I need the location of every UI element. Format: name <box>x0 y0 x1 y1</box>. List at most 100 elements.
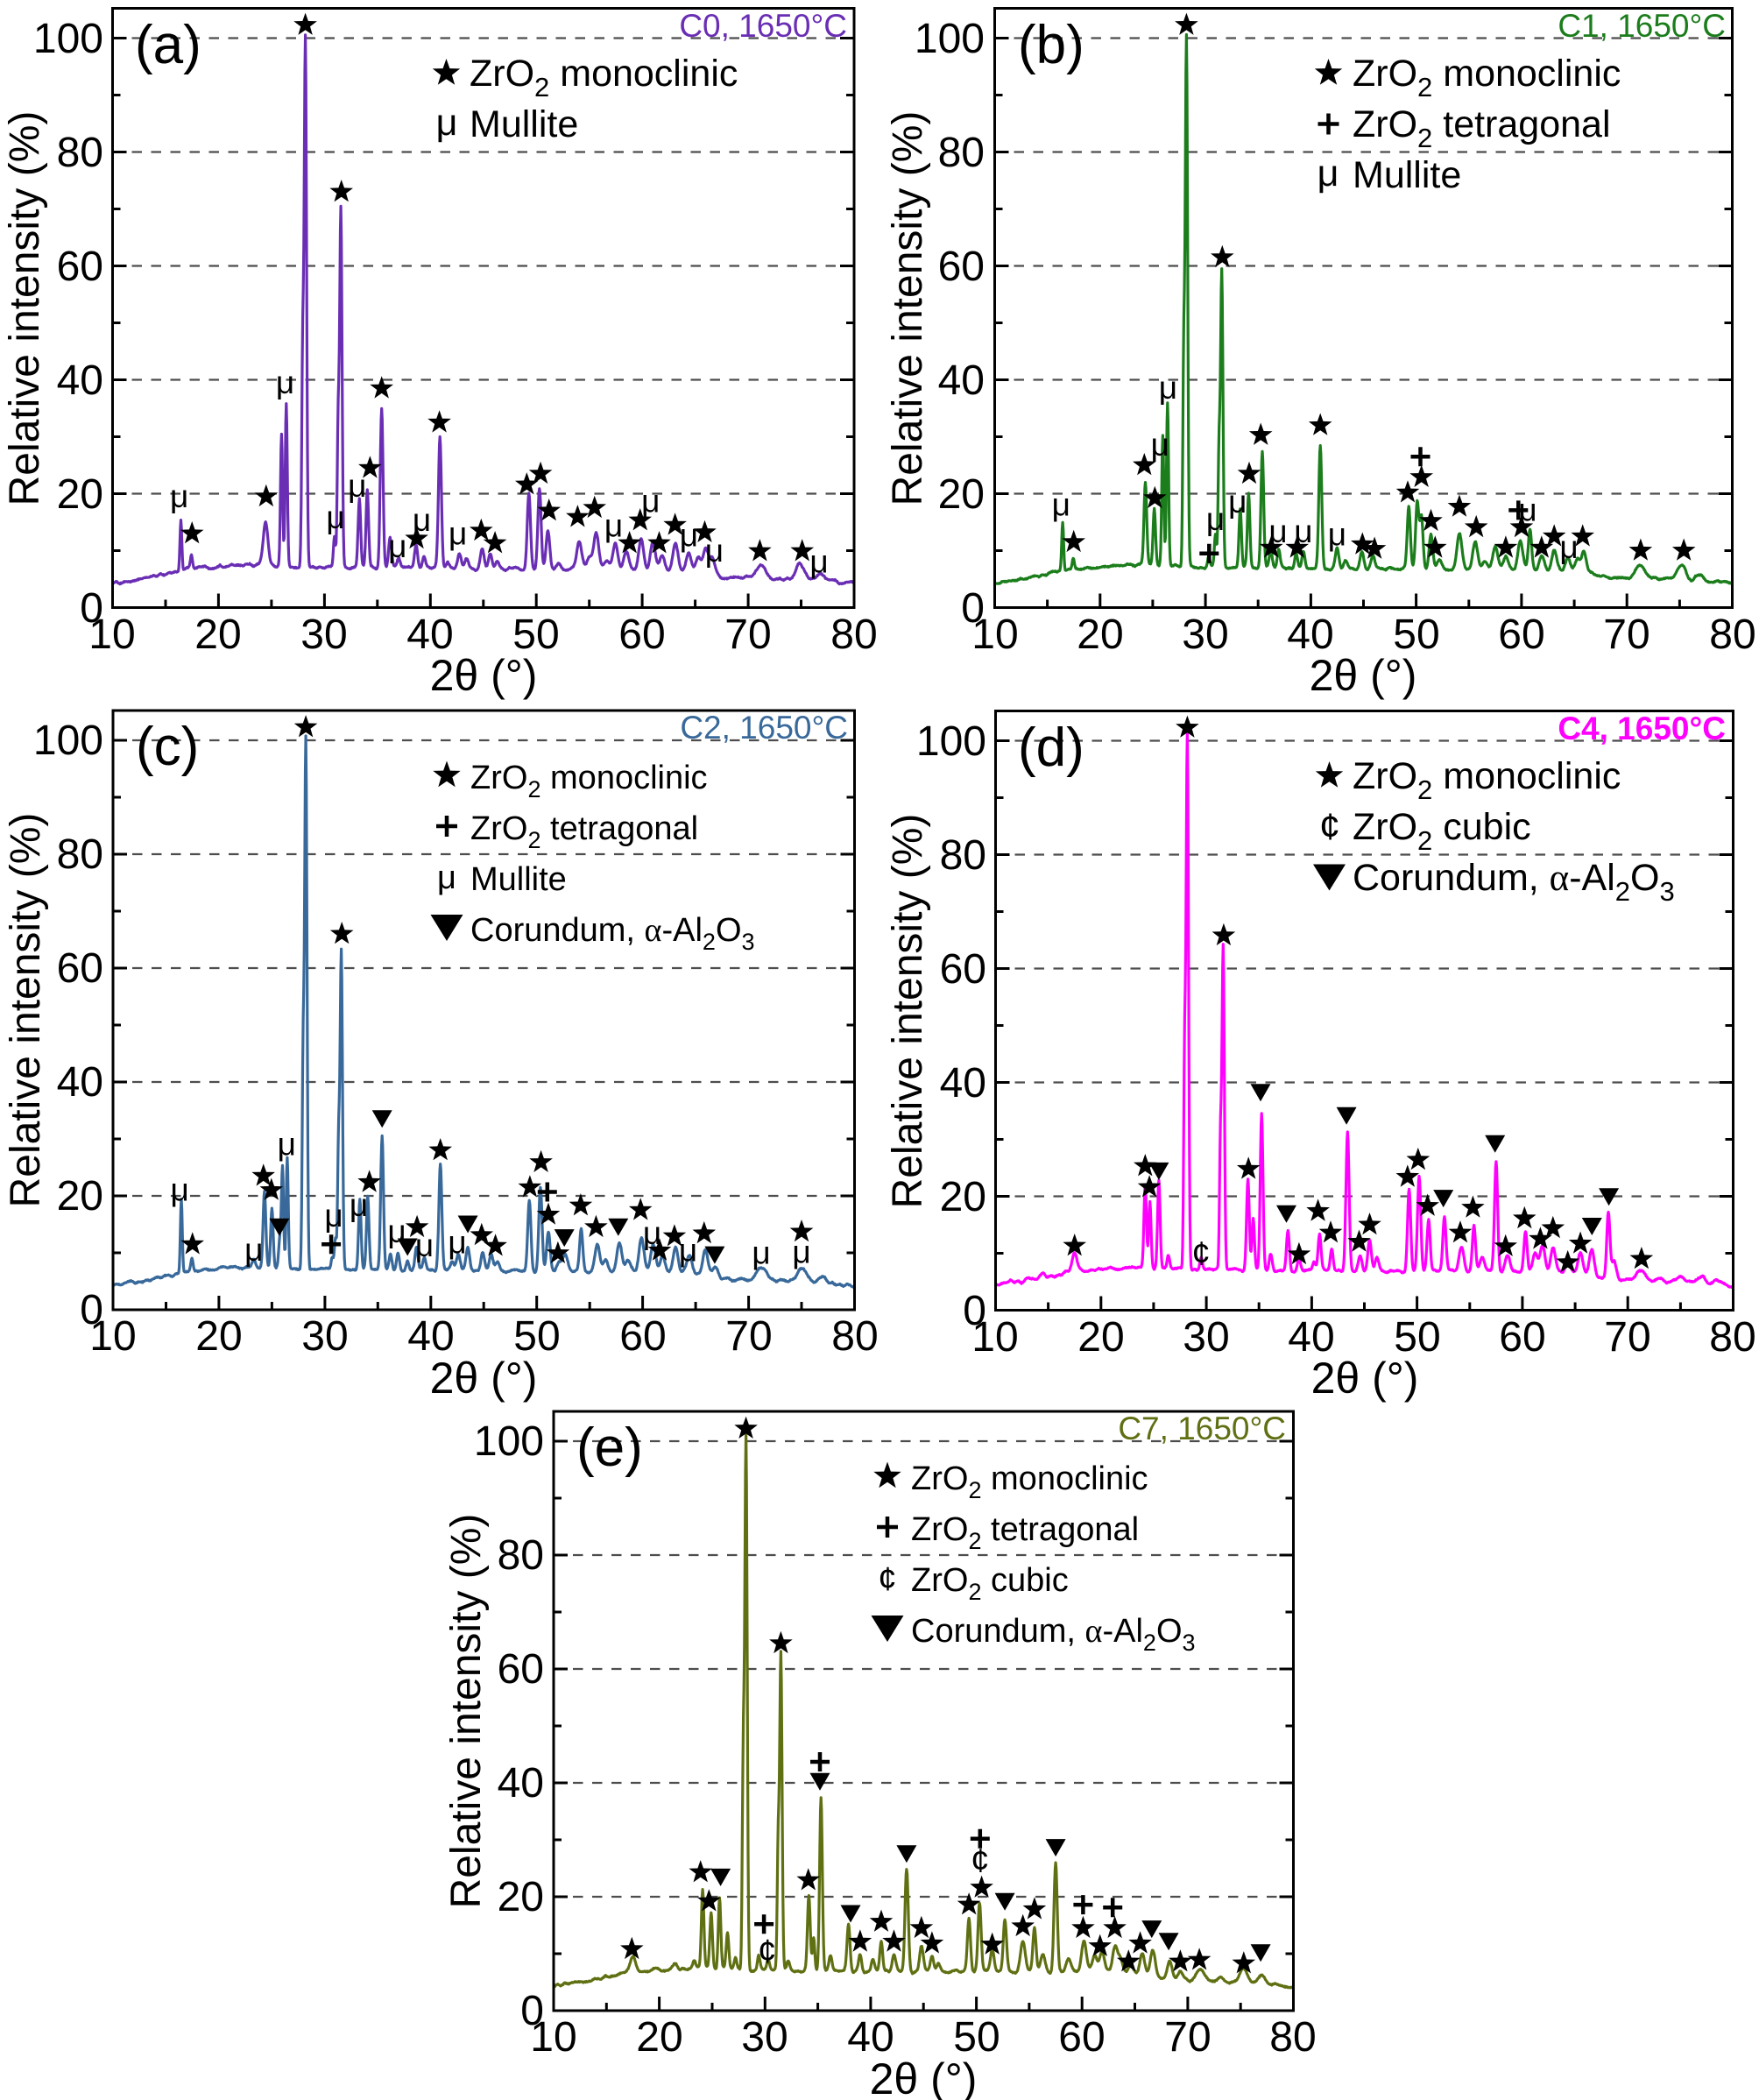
svg-text:60: 60 <box>1498 612 1544 658</box>
svg-text:(e): (e) <box>576 1418 643 1478</box>
svg-text:30: 30 <box>1183 1314 1229 1361</box>
svg-text:μ: μ <box>1294 513 1312 549</box>
svg-text:40: 40 <box>406 612 453 658</box>
svg-text:μ: μ <box>448 1224 466 1260</box>
svg-text:60: 60 <box>619 1313 666 1360</box>
svg-text:ZrO2​ monoclinic: ZrO2​ monoclinic <box>911 1460 1148 1503</box>
svg-text:μ: μ <box>348 468 366 504</box>
svg-text:10: 10 <box>89 1313 136 1360</box>
svg-text:¢: ¢ <box>971 1842 989 1879</box>
svg-text:20: 20 <box>194 612 241 658</box>
svg-text:μ: μ <box>170 478 188 514</box>
svg-text:100: 100 <box>474 1418 544 1465</box>
svg-text:10: 10 <box>530 2014 576 2061</box>
svg-text:50: 50 <box>513 1313 560 1360</box>
svg-text:40: 40 <box>938 357 985 404</box>
svg-text:C7, 1650°C: C7, 1650°C <box>1118 1411 1286 1446</box>
svg-text:30: 30 <box>741 2014 788 2061</box>
svg-text:20: 20 <box>57 471 103 518</box>
svg-text:(c): (c) <box>136 717 199 777</box>
svg-text:(a): (a) <box>135 15 201 75</box>
svg-text:50: 50 <box>1393 612 1439 658</box>
svg-text:μ: μ <box>1228 484 1247 520</box>
svg-text:ZrO2​ monoclinic: ZrO2​ monoclinic <box>1353 53 1621 103</box>
svg-text:μ: μ <box>387 1213 406 1249</box>
svg-text:20: 20 <box>195 1313 242 1360</box>
svg-text:μ: μ <box>1052 487 1070 523</box>
svg-text:μ: μ <box>604 508 623 544</box>
svg-text:30: 30 <box>1182 612 1228 658</box>
svg-text:μ: μ <box>1268 513 1287 549</box>
svg-text:70: 70 <box>1164 2014 1211 2061</box>
svg-text:80: 80 <box>1269 2014 1316 2061</box>
svg-text:μ: μ <box>809 544 828 580</box>
svg-text:80: 80 <box>938 130 985 176</box>
svg-text:2θ (°): 2θ (°) <box>870 2054 978 2100</box>
svg-text:60: 60 <box>57 945 103 992</box>
svg-text:μ: μ <box>641 484 660 520</box>
svg-text:Mullite: Mullite <box>470 103 578 145</box>
svg-text:60: 60 <box>498 1646 544 1693</box>
svg-text:40: 40 <box>1288 1314 1334 1361</box>
svg-text:Mullite: Mullite <box>1353 154 1461 196</box>
svg-text:μ: μ <box>679 1232 697 1268</box>
svg-text:C4, 1650°C: C4, 1650°C <box>1558 711 1726 746</box>
svg-text:20: 20 <box>940 1174 986 1220</box>
svg-text:20: 20 <box>1077 1314 1124 1361</box>
svg-text:Relative intensity (%): Relative intensity (%) <box>885 814 931 1209</box>
svg-text:μ: μ <box>1328 517 1346 553</box>
svg-text:100: 100 <box>33 16 103 62</box>
svg-text:30: 30 <box>301 1313 348 1360</box>
svg-text:(b): (b) <box>1018 15 1084 75</box>
svg-text:20: 20 <box>1077 612 1123 658</box>
svg-text:μ: μ <box>326 499 344 535</box>
svg-text:μ: μ <box>449 516 467 552</box>
svg-text:10: 10 <box>971 1314 1018 1361</box>
svg-text:ZrO2​ monoclinic: ZrO2​ monoclinic <box>1353 755 1621 805</box>
svg-text:μ: μ <box>680 518 698 554</box>
svg-text:μ: μ <box>643 1215 661 1251</box>
svg-text:60: 60 <box>938 244 985 290</box>
svg-text:Relative intensity (%): Relative intensity (%) <box>885 111 931 506</box>
svg-text:ZrO2​ tetragonal: ZrO2​ tetragonal <box>470 810 698 853</box>
svg-text:Relative intensity (%): Relative intensity (%) <box>443 1514 490 1909</box>
svg-text:40: 40 <box>57 357 103 404</box>
svg-text:ZrO2​ monoclinic: ZrO2​ monoclinic <box>470 760 708 803</box>
svg-text:¢: ¢ <box>878 1561 896 1598</box>
svg-text:50: 50 <box>1394 1314 1440 1361</box>
svg-text:¢: ¢ <box>1192 1236 1211 1273</box>
svg-text:Relative intensity (%): Relative intensity (%) <box>3 813 49 1208</box>
svg-text:¢: ¢ <box>1319 806 1340 848</box>
svg-text:40: 40 <box>847 2014 894 2061</box>
svg-text:μ: μ <box>1518 491 1536 527</box>
svg-text:0: 0 <box>80 585 103 632</box>
svg-text:μ: μ <box>171 1172 189 1208</box>
svg-text:C1, 1650°C: C1, 1650°C <box>1558 8 1726 44</box>
svg-text:80: 80 <box>57 831 103 878</box>
svg-text:μ: μ <box>276 364 294 400</box>
svg-text:2θ (°): 2θ (°) <box>430 651 538 700</box>
svg-text:60: 60 <box>57 244 103 290</box>
svg-text:μ: μ <box>705 533 724 569</box>
svg-text:ZrO2​ tetragonal: ZrO2​ tetragonal <box>1353 103 1611 153</box>
svg-text:μ: μ <box>324 1198 343 1234</box>
svg-text:70: 70 <box>1603 612 1650 658</box>
svg-text:μ: μ <box>1206 501 1225 537</box>
svg-text:80: 80 <box>498 1532 544 1579</box>
svg-text:80: 80 <box>1709 1314 1755 1361</box>
svg-text:60: 60 <box>618 612 665 658</box>
svg-text:μ: μ <box>1151 427 1169 463</box>
svg-text:60: 60 <box>1499 1314 1545 1361</box>
svg-text:50: 50 <box>953 2014 1000 2061</box>
svg-text:Mullite: Mullite <box>470 861 567 898</box>
svg-text:0: 0 <box>963 1288 986 1334</box>
svg-text:80: 80 <box>831 1313 878 1360</box>
svg-text:μ: μ <box>1559 529 1578 565</box>
svg-text:μ: μ <box>415 1227 434 1263</box>
svg-text:C2, 1650°C: C2, 1650°C <box>680 710 848 746</box>
svg-text:70: 70 <box>725 1313 772 1360</box>
svg-text:70: 70 <box>1604 1314 1650 1361</box>
svg-text:10: 10 <box>971 612 1018 658</box>
svg-text:μ: μ <box>1159 370 1177 406</box>
svg-text:2θ (°): 2θ (°) <box>430 1354 538 1403</box>
